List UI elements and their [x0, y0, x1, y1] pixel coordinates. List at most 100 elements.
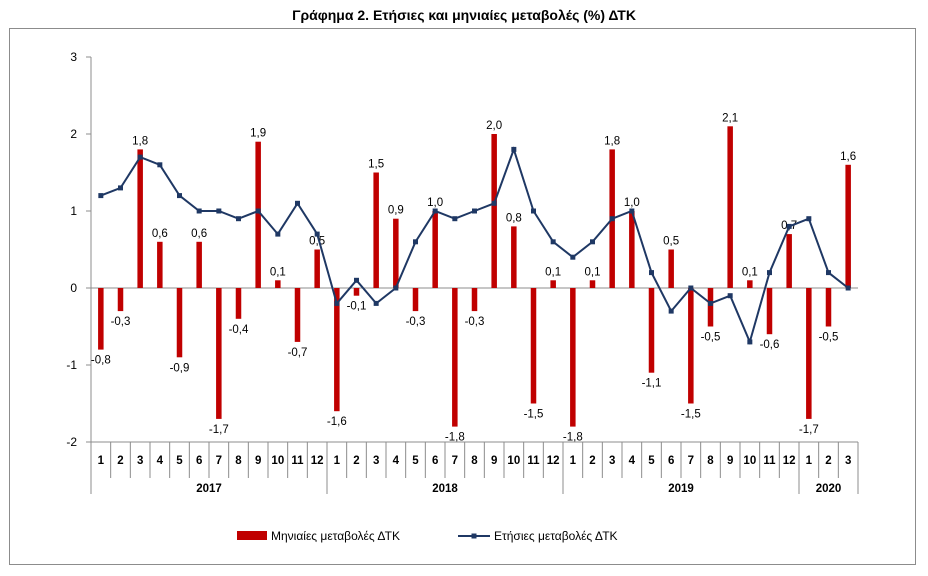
month-tick-label: 9 — [255, 455, 261, 467]
month-tick-label: 4 — [157, 455, 164, 467]
chart-frame — [9, 28, 916, 565]
month-tick-label: 8 — [471, 455, 478, 467]
bar-data-label: 1,6 — [840, 151, 856, 163]
bar-data-label: -0,7 — [288, 347, 308, 359]
monthly-change-bar — [314, 249, 320, 288]
bar-data-label: -0,8 — [91, 355, 111, 367]
bar-data-label: 0,9 — [388, 205, 404, 217]
bar-data-label: 1,0 — [427, 197, 443, 209]
annual-change-point — [98, 193, 104, 199]
bar-data-label: -0,3 — [465, 316, 485, 328]
bar-data-label: 1,9 — [250, 128, 266, 140]
annual-change-point — [826, 270, 831, 276]
annual-change-point — [806, 216, 812, 222]
month-tick-label: 9 — [727, 455, 733, 467]
year-tick-label: 2017 — [196, 483, 222, 495]
monthly-change-bar — [530, 288, 537, 404]
bar-data-label: -0,3 — [406, 316, 426, 328]
annual-change-point — [472, 208, 477, 214]
annual-change-point — [727, 293, 733, 299]
month-tick-label: 7 — [216, 455, 222, 467]
month-tick-label: 7 — [688, 455, 694, 467]
month-tick-label: 9 — [491, 455, 497, 467]
monthly-change-bar — [117, 288, 124, 312]
legend-bar-swatch — [237, 531, 267, 540]
annual-change-point — [845, 285, 851, 291]
monthly-change-bar — [235, 288, 242, 319]
month-tick-label: 12 — [311, 455, 324, 467]
bar-data-label: 0,1 — [545, 266, 561, 278]
annual-change-point — [432, 208, 438, 214]
annual-change-point — [177, 193, 182, 199]
monthly-change-bar — [668, 249, 674, 288]
month-tick-label: 10 — [507, 455, 520, 467]
monthly-change-bar — [491, 134, 497, 288]
annual-change-point — [314, 231, 320, 237]
monthly-change-bar — [825, 288, 832, 327]
bar-data-label: -1,6 — [327, 416, 347, 428]
legend-line-label: Ετήσιες μεταβολές ΔΤΚ — [494, 529, 618, 543]
annual-change-point — [413, 239, 418, 245]
month-tick-label: 10 — [271, 455, 284, 467]
y-tick-label: -2 — [66, 435, 77, 449]
monthly-change-bar — [157, 241, 163, 288]
bar-data-label: -0,5 — [819, 332, 839, 344]
monthly-change-bar — [570, 288, 576, 427]
line-layer — [98, 146, 851, 345]
bar-labels-layer: -0,8 -0,3 1,8 0,6 -0,9 0,6 -1,7 -0,4 1,9 0,1 -0,7 0… — [91, 112, 856, 443]
bar-data-label: -1,1 — [642, 378, 662, 390]
annual-change-point — [550, 239, 556, 245]
annual-change-point — [393, 285, 399, 291]
monthly-change-bar — [747, 280, 753, 288]
monthly-change-bar — [511, 226, 517, 288]
month-tick-label: 3 — [845, 455, 851, 467]
month-tick-label: 5 — [648, 455, 655, 467]
year-tick-label: 2019 — [668, 483, 694, 495]
bar-data-label: 2,1 — [722, 112, 738, 124]
annual-change-point — [255, 208, 261, 214]
month-tick-label: 6 — [432, 455, 438, 467]
month-tick-label: 11 — [763, 455, 776, 467]
month-tick-label: 11 — [527, 455, 540, 467]
month-tick-label: 5 — [176, 455, 183, 467]
annual-change-point — [649, 270, 654, 276]
month-tick-label: 1 — [806, 455, 813, 467]
bar-data-label: -0,3 — [111, 316, 131, 328]
bar-data-label: 0,5 — [663, 236, 679, 248]
annual-change-point — [334, 300, 340, 306]
annual-change-point — [452, 216, 458, 222]
bar-data-label: 0,1 — [742, 266, 758, 278]
annual-change-point — [786, 223, 792, 229]
annual-change-point — [236, 216, 241, 222]
monthly-change-bar — [216, 288, 222, 419]
year-tick-label: 2018 — [432, 483, 458, 495]
xaxis-layer: 1 2 3 4 5 6 7 8 9 10 11 12 1 2 3 4 5 6 7 8 9 10 11 12 1 2 3 4 5 6 7 8 9 1… — [90, 441, 859, 495]
monthly-change-bar — [589, 280, 596, 288]
annual-change-point — [511, 146, 517, 152]
annual-change-point — [708, 300, 713, 306]
bar-data-label: 0,1 — [270, 266, 286, 278]
bar-data-label: 0,8 — [506, 212, 522, 224]
chart-title: Γράφημα 2. Ετήσιες και μηνιαίες μεταβολέ… — [292, 7, 636, 23]
annual-change-point — [354, 277, 359, 283]
bar-data-label: -1,5 — [681, 409, 701, 421]
month-tick-label: 1 — [98, 455, 105, 467]
monthly-change-bar — [334, 288, 340, 412]
monthly-change-bar — [412, 288, 419, 312]
month-tick-label: 4 — [629, 455, 636, 467]
month-tick-label: 2 — [825, 455, 831, 467]
bar-data-label: 1,8 — [132, 135, 148, 147]
bars-layer — [98, 126, 851, 427]
axes-layer: -2 -1 0 1 2 3 — [66, 50, 858, 449]
month-tick-label: 12 — [547, 455, 560, 467]
y-tick-label: 0 — [70, 281, 77, 295]
month-tick-label: 8 — [235, 455, 242, 467]
annual-change-point — [609, 216, 615, 222]
monthly-change-bar — [629, 211, 635, 288]
month-tick-label: 11 — [291, 455, 304, 467]
bar-data-label: 0,6 — [152, 228, 168, 240]
monthly-change-bar — [766, 288, 773, 335]
y-tick-label: 3 — [70, 50, 77, 64]
month-tick-label: 6 — [668, 455, 674, 467]
